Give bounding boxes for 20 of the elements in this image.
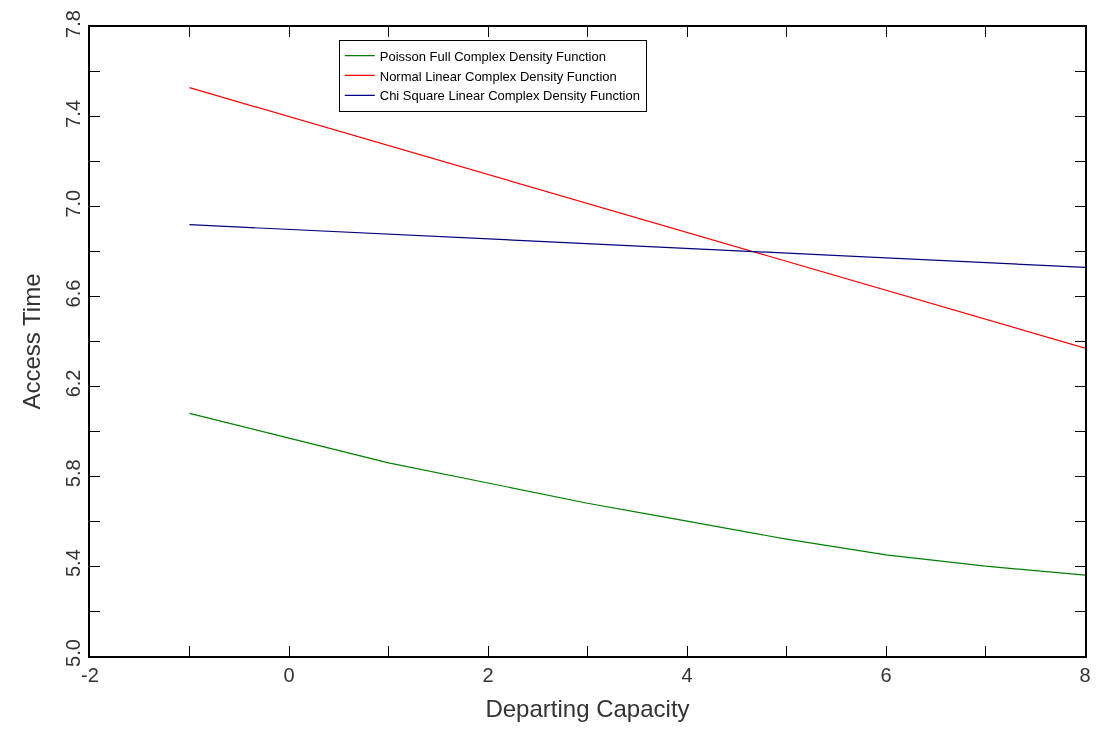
y-tick-label: 5.4 xyxy=(62,549,84,578)
y-tick-label: 7.8 xyxy=(62,10,84,38)
legend-label: Normal Linear Complex Density Function xyxy=(379,68,617,84)
x-tick-label: -2 xyxy=(81,664,99,686)
legend-label: Poisson Full Complex Density Function xyxy=(379,48,606,64)
x-axis-title: Departing Capacity xyxy=(485,694,690,722)
x-tick-label: 0 xyxy=(283,664,295,686)
y-axis-title: Access Time xyxy=(17,273,45,410)
x-tick-label: 4 xyxy=(681,664,693,686)
y-tick-label: 6.6 xyxy=(62,279,84,308)
y-tick-label: 6.2 xyxy=(62,369,84,398)
line-series xyxy=(188,412,1085,576)
y-tick-label: 5.0 xyxy=(62,639,84,667)
x-tick-label: 6 xyxy=(880,664,892,686)
x-tick-label: 8 xyxy=(1079,664,1091,686)
y-tick-label: 7.4 xyxy=(62,99,84,128)
y-tick-label: 5.8 xyxy=(62,459,84,488)
x-tick-label: 2 xyxy=(482,664,494,686)
y-tick-label: 7.0 xyxy=(62,189,84,218)
legend-label: Chi Square Linear Complex Density Function xyxy=(379,88,640,104)
